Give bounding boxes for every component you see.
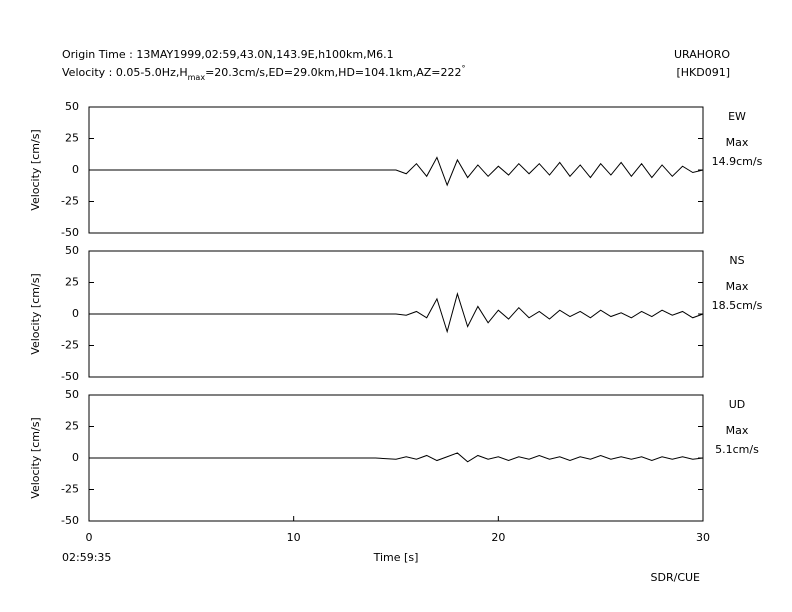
velocity-degree: ° (461, 64, 465, 73)
velocity-line: Velocity : 0.05-5.0Hz,Hmax=20.3cm/s,ED=2… (62, 64, 465, 82)
velocity-end: =20.3cm/s,ED=29.0km,HD=104.1km,AZ=222 (205, 66, 461, 79)
x-tick-label: 30 (696, 531, 710, 544)
component: UD (729, 398, 746, 411)
station: URAHORO (674, 48, 730, 61)
component: NS (729, 254, 744, 267)
y-tick-label: -25 (61, 195, 79, 208)
max-label: 5.1cm/s (715, 443, 759, 456)
y-axis-label: Velocity [cm/s] (29, 129, 42, 210)
origin-line: Origin Time : 13MAY1999,02:59,43.0N,143.… (62, 48, 394, 61)
max-title: Max (726, 280, 749, 293)
y-tick-label: 25 (65, 276, 79, 289)
y-tick-label: 0 (72, 451, 79, 464)
max-label: 14.9cm/s (712, 155, 763, 168)
start-time: 02:59:35 (62, 551, 111, 564)
y-tick-label: -25 (61, 483, 79, 496)
x-axis-label: Time [s] (373, 551, 419, 564)
y-tick-label: -50 (61, 226, 79, 239)
y-tick-label: 0 (72, 163, 79, 176)
waveform (89, 452, 704, 463)
waveform (89, 156, 704, 187)
y-tick-label: 50 (65, 244, 79, 257)
y-axis-label: Velocity [cm/s] (29, 273, 42, 354)
max-title: Max (726, 136, 749, 149)
velocity-start: Velocity : 0.05-5.0Hz,H (62, 66, 188, 79)
x-tick-label: 10 (287, 531, 301, 544)
component: EW (728, 110, 746, 123)
y-axis-label: Velocity [cm/s] (29, 417, 42, 498)
x-tick-label: 0 (86, 531, 93, 544)
y-tick-label: 50 (65, 100, 79, 113)
y-tick-label: 0 (72, 307, 79, 320)
velocity-sub: max (188, 73, 206, 82)
x-tick-label: 20 (491, 531, 505, 544)
waveform (89, 292, 704, 334)
max-title: Max (726, 424, 749, 437)
y-tick-label: -25 (61, 339, 79, 352)
y-tick-label: -50 (61, 370, 79, 383)
y-tick-label: 25 (65, 420, 79, 433)
y-tick-label: 25 (65, 132, 79, 145)
max-label: 18.5cm/s (712, 299, 763, 312)
station-code: [HKD091] (676, 66, 730, 79)
credit: SDR/CUE (651, 571, 701, 584)
y-tick-label: 50 (65, 388, 79, 401)
y-tick-label: -50 (61, 514, 79, 527)
